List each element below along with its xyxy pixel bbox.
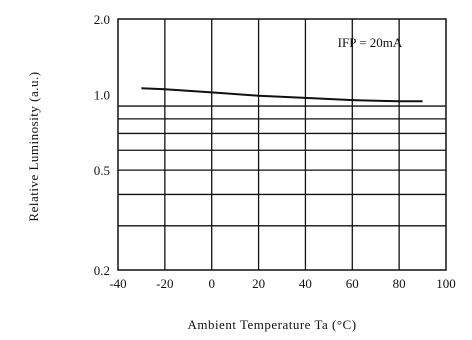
x-tick-label: 100 [436, 276, 456, 291]
x-tick-label: 0 [208, 276, 215, 291]
y-tick-label: 2.0 [94, 12, 110, 27]
series-line [141, 87, 423, 103]
x-tick-label: 20 [252, 276, 265, 291]
x-tick-label: -20 [156, 276, 173, 291]
grid [118, 19, 446, 270]
plot-frame [117, 18, 447, 271]
x-tick-label: -40 [109, 276, 126, 291]
series-layer [141, 87, 423, 103]
y-axis-label: Relative Luminosity (a.u.) [26, 71, 41, 221]
y-tick-label: 0.2 [94, 263, 110, 278]
x-tick-label: 80 [393, 276, 406, 291]
x-tick-label: 40 [299, 276, 312, 291]
annotation: IFP = 20mA [338, 35, 403, 50]
x-tick-label: 60 [346, 276, 359, 291]
tick-labels: -40 -20 0 20 40 60 80 100 0.2 0.5 1.0 2.0 [94, 12, 456, 291]
x-axis-label: Ambient Temperature Ta (°C) [187, 317, 356, 332]
y-tick-label: 1.0 [94, 88, 110, 103]
y-tick-label: 0.5 [94, 163, 110, 178]
